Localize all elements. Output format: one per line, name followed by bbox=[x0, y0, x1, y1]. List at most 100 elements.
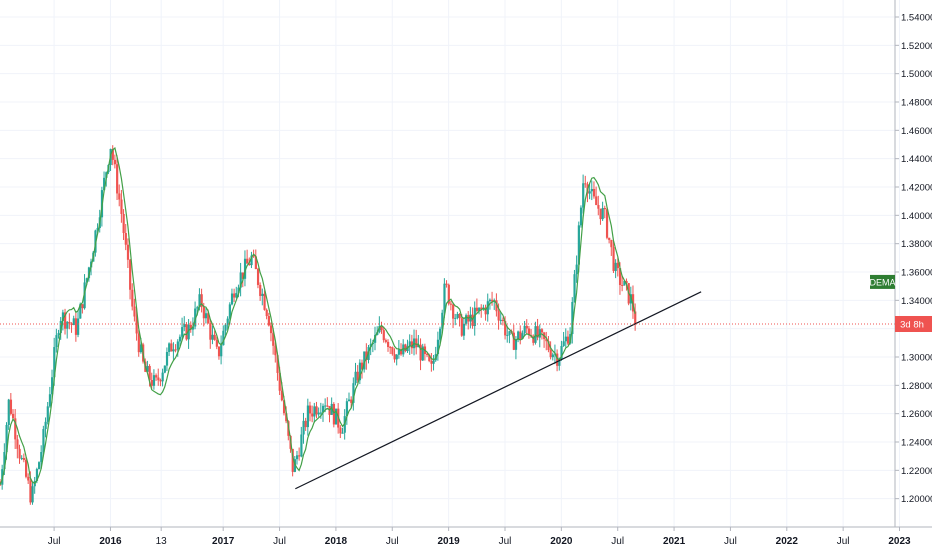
candle-body bbox=[96, 228, 99, 231]
candle-body bbox=[291, 448, 294, 472]
candle-body bbox=[295, 455, 299, 460]
candle-body bbox=[83, 282, 86, 309]
candle-body bbox=[278, 372, 281, 391]
candle-body bbox=[465, 315, 468, 324]
candle-body bbox=[280, 390, 284, 401]
candle-body bbox=[332, 403, 336, 425]
trendline[interactable] bbox=[295, 291, 702, 490]
candle-body bbox=[415, 338, 418, 348]
time-axis[interactable]: Jul 2016 13 2017 Jul 2018 Jul 2019 Jul 2020 Jul 202… bbox=[48, 527, 911, 547]
candle-body bbox=[224, 324, 227, 331]
candle-body bbox=[252, 255, 255, 257]
time-tick-label: 2018 bbox=[325, 536, 348, 547]
candle-body bbox=[118, 193, 121, 200]
candle-body bbox=[302, 420, 305, 435]
candle-body bbox=[480, 307, 483, 310]
candle-body bbox=[324, 405, 327, 407]
candle-body bbox=[293, 459, 297, 472]
candle-body bbox=[35, 469, 39, 481]
price-tick-label: 1.38000 bbox=[901, 239, 932, 250]
candle-body bbox=[187, 324, 190, 340]
candle-body bbox=[354, 371, 357, 384]
candle-body bbox=[77, 318, 80, 335]
candle-body bbox=[282, 400, 286, 414]
candle-body bbox=[426, 354, 429, 356]
candle-body bbox=[558, 358, 561, 366]
candle-body bbox=[64, 312, 67, 329]
candle-body bbox=[135, 316, 138, 334]
candle-body bbox=[595, 196, 598, 206]
candle-body bbox=[146, 365, 149, 372]
candle-body bbox=[410, 341, 414, 349]
candle-body bbox=[20, 457, 23, 459]
candle-body bbox=[31, 486, 34, 503]
ma-layer bbox=[0, 147, 636, 485]
candle-body bbox=[116, 164, 119, 194]
candle-body bbox=[185, 324, 188, 340]
candle-body bbox=[131, 289, 134, 307]
candle-body bbox=[397, 349, 401, 355]
candle-body bbox=[473, 307, 476, 327]
candle-body bbox=[191, 326, 195, 330]
candle-body bbox=[276, 355, 279, 373]
time-tick-label: 2020 bbox=[550, 536, 573, 547]
candle-body bbox=[139, 344, 143, 353]
dema-badge-label: DEMA bbox=[869, 277, 895, 287]
price-tick-label: 1.40000 bbox=[901, 211, 932, 222]
candle-body bbox=[363, 351, 366, 370]
candle-body bbox=[163, 365, 166, 373]
candle-body bbox=[460, 318, 463, 336]
candle-body bbox=[445, 283, 448, 285]
candle-body bbox=[124, 233, 127, 245]
candle-body bbox=[261, 293, 264, 296]
candle-body bbox=[137, 333, 140, 353]
candle-body bbox=[458, 313, 461, 319]
candle-body bbox=[347, 399, 351, 402]
candle-body bbox=[582, 183, 585, 208]
candle-body bbox=[584, 183, 587, 185]
candle-body bbox=[387, 341, 390, 348]
candle-body bbox=[126, 244, 130, 260]
candle-body bbox=[51, 377, 54, 395]
candle-body bbox=[230, 293, 234, 305]
candle-body bbox=[321, 405, 325, 413]
candle-body bbox=[439, 328, 442, 340]
candle-body bbox=[272, 333, 275, 346]
price-tick-label: 1.42000 bbox=[901, 183, 932, 194]
candle-body bbox=[400, 349, 403, 355]
candle-body bbox=[157, 377, 160, 381]
candle-body bbox=[452, 304, 455, 319]
candle-body bbox=[623, 280, 626, 286]
candle-body bbox=[592, 188, 596, 197]
candle-body bbox=[222, 330, 225, 346]
price-tick-label: 1.44000 bbox=[901, 154, 932, 165]
current-price-badge bbox=[895, 315, 932, 332]
candle-body bbox=[18, 448, 21, 459]
candle-body bbox=[564, 336, 567, 342]
candle-body bbox=[495, 300, 498, 312]
time-tick-label: Jul bbox=[48, 536, 61, 547]
candle-body bbox=[40, 452, 43, 463]
candle-body bbox=[599, 208, 602, 220]
candle-body bbox=[469, 314, 472, 322]
candle-body bbox=[575, 264, 578, 275]
candle-body bbox=[120, 199, 123, 214]
candle-body bbox=[449, 303, 453, 305]
candle-body bbox=[215, 339, 218, 347]
overlays bbox=[0, 291, 895, 490]
time-tick-label: 2016 bbox=[99, 536, 122, 547]
candle-body bbox=[380, 326, 383, 331]
candle-body bbox=[16, 439, 19, 449]
price-axis[interactable]: 1.54000 1.52000 1.50000 1.48000 1.46000 1.440… bbox=[895, 13, 932, 506]
candle-body bbox=[378, 326, 381, 333]
grid bbox=[0, 0, 901, 527]
candle-body bbox=[408, 341, 411, 347]
candle-body bbox=[456, 313, 459, 318]
candle-body bbox=[491, 299, 494, 302]
candle-body bbox=[486, 301, 489, 315]
candle-body bbox=[5, 424, 8, 452]
candle-body bbox=[72, 318, 75, 325]
candle-body bbox=[150, 380, 153, 386]
price-tick-label: 1.34000 bbox=[901, 296, 932, 307]
